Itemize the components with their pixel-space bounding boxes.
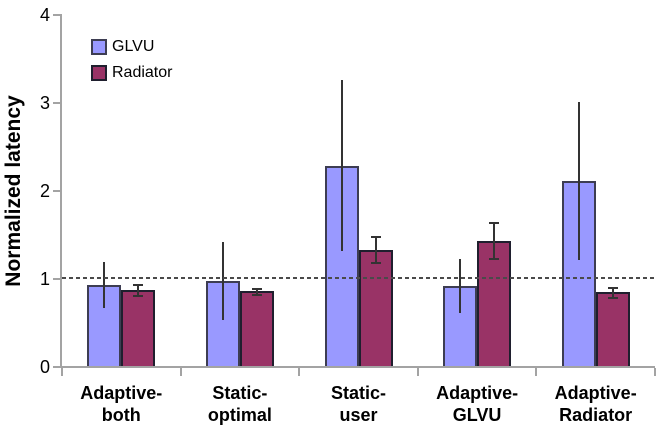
error-bar-glvu-4 <box>459 258 462 314</box>
error-bar-glvu-3 <box>340 80 343 251</box>
x-tick <box>416 368 419 376</box>
bar-glvu-5 <box>561 181 596 366</box>
y-tick <box>53 366 61 368</box>
x-category-label: Adaptive- GLVU <box>436 383 519 425</box>
x-tick <box>298 368 301 376</box>
x-tick <box>535 368 538 376</box>
error-cap <box>489 222 500 225</box>
bar-radiator-4 <box>477 241 512 366</box>
error-bar-glvu-5 <box>577 102 580 261</box>
y-tick-label: 3 <box>39 93 50 113</box>
y-tick-label: 2 <box>39 181 50 201</box>
legend-item-radiator: Radiator <box>91 64 172 81</box>
error-bar-glvu-2 <box>221 241 224 321</box>
legend-swatch-icon <box>91 64 107 81</box>
error-cap <box>133 295 144 298</box>
bar-radiator-2 <box>239 291 274 366</box>
legend-label: Radiator <box>112 64 173 81</box>
legend: GLVU Radiator <box>91 38 172 81</box>
y-tick <box>53 190 61 192</box>
bar-glvu-4 <box>443 285 478 366</box>
error-cap <box>489 257 500 260</box>
error-cap <box>370 235 381 238</box>
y-tick-label: 1 <box>39 269 50 289</box>
error-cap <box>370 262 381 265</box>
y-tick <box>53 278 61 280</box>
error-cap <box>607 286 618 289</box>
x-axis-line <box>60 366 655 368</box>
error-bar-glvu-1 <box>103 262 106 308</box>
error-cap <box>133 284 144 287</box>
x-category-label: Static- user <box>330 383 386 425</box>
y-axis-line <box>60 14 62 368</box>
legend-item-glvu: GLVU <box>91 38 172 55</box>
x-tick <box>179 368 182 376</box>
x-category-label: Adaptive- both <box>80 383 163 425</box>
y-tick-label: 0 <box>39 357 50 377</box>
error-cap <box>251 293 262 296</box>
error-bar-radiator-3 <box>374 236 377 264</box>
bar-radiator-1 <box>121 290 156 366</box>
x-tick <box>654 368 656 376</box>
y-tick-label: 4 <box>39 5 50 25</box>
legend-label: GLVU <box>112 38 155 55</box>
y-tick <box>53 14 61 16</box>
y-tick <box>53 102 61 104</box>
x-category-label: Adaptive- Radiator <box>554 383 637 425</box>
x-tick <box>61 368 63 376</box>
error-bar-radiator-4 <box>493 223 496 259</box>
bar-radiator-5 <box>595 292 630 366</box>
legend-swatch-icon <box>91 38 107 55</box>
error-cap <box>251 287 262 290</box>
error-bar-radiator-5 <box>611 287 614 299</box>
error-bar-radiator-1 <box>137 285 140 297</box>
x-category-label: Static- optimal <box>207 383 272 425</box>
reference-line <box>62 277 655 279</box>
error-bar-radiator-2 <box>255 288 258 295</box>
error-cap <box>607 297 618 300</box>
bar-radiator-3 <box>358 249 393 366</box>
